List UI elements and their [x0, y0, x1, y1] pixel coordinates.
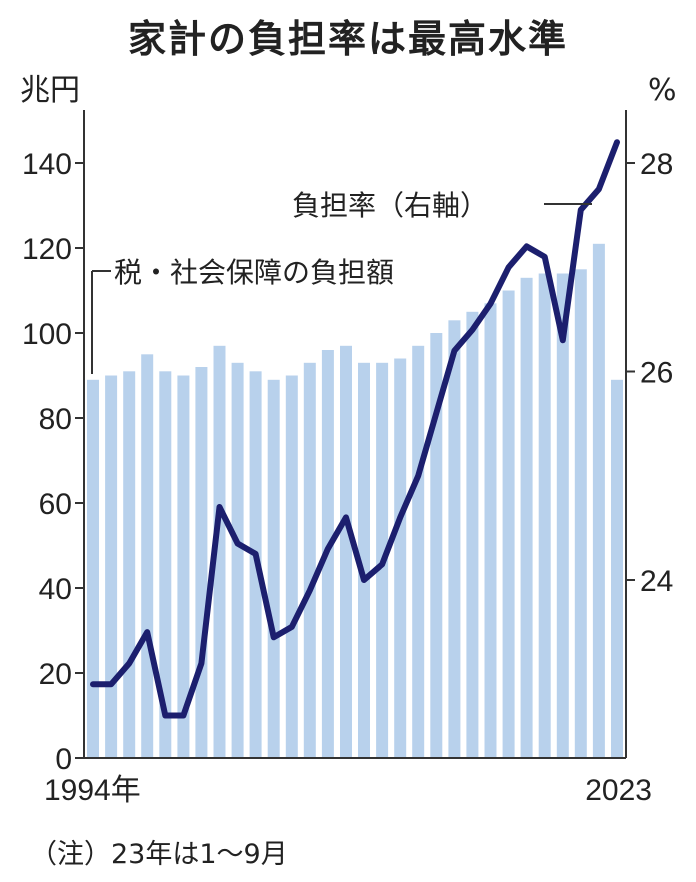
left-tick-label-120: 120 [22, 233, 72, 266]
bar-2008 [340, 345, 352, 759]
left-tick-label-20: 20 [39, 658, 72, 691]
bar-1995 [105, 375, 118, 758]
bar-2017 [502, 290, 515, 758]
bar-2021 [574, 269, 587, 759]
bar-2011 [394, 358, 407, 758]
bar-1994 [87, 379, 99, 759]
bar-2020 [556, 273, 569, 758]
line-series-label: 負担率（右軸） [292, 189, 488, 222]
bar-1996 [123, 371, 136, 759]
right-tick-label-28: 28 [640, 148, 673, 181]
bar-series-label: 税・社会保障の負担額 [114, 256, 394, 289]
bar-series-burden-amount [87, 243, 623, 759]
axes [75, 110, 635, 759]
left-tick-label-80: 80 [39, 403, 72, 436]
chart-note: （注）23年は1～9月 [30, 839, 288, 870]
right-tick-label-24: 24 [640, 565, 673, 598]
bar-2012 [412, 345, 425, 759]
bar-2022 [592, 243, 605, 759]
bar-2019 [538, 273, 551, 758]
bar-1999 [177, 375, 190, 758]
chart-title: 家計の負担率は最高水準 [127, 17, 568, 61]
line-series-burden-rate [90, 139, 620, 719]
bar-2018 [520, 277, 533, 759]
bar-2016 [484, 303, 497, 759]
left-tick-label-140: 140 [22, 148, 72, 181]
left-tick-label-60: 60 [39, 488, 72, 521]
bar-2004 [267, 379, 280, 759]
bar-2013 [430, 333, 443, 758]
left-tick-label-40: 40 [39, 573, 72, 606]
right-tick-label-26: 26 [640, 357, 673, 390]
burden-rate-line [90, 139, 620, 719]
bar-1998 [159, 371, 172, 759]
bar-2009 [358, 362, 370, 759]
axis-labels: 0 20 40 60 80 100 120 140 24 26 28 兆円 % 1994年 2023 税・社会… [20, 73, 677, 807]
left-tick-label-0: 0 [55, 743, 72, 776]
bar-2023 [611, 379, 623, 759]
bar-2014 [448, 320, 461, 759]
bar-2015 [466, 311, 479, 759]
bar-2002 [231, 362, 244, 759]
x-start-label: 1994年 [44, 774, 141, 807]
left-tick-label-100: 100 [22, 318, 72, 351]
bar-2000 [195, 367, 208, 758]
bar-2005 [285, 375, 298, 758]
bar-1997 [141, 354, 154, 759]
bar-2001 [213, 345, 226, 759]
right-axis-unit: % [648, 73, 677, 108]
x-end-label: 2023 [585, 774, 652, 807]
left-axis-unit: 兆円 [20, 73, 80, 108]
bar-2006 [303, 362, 316, 759]
